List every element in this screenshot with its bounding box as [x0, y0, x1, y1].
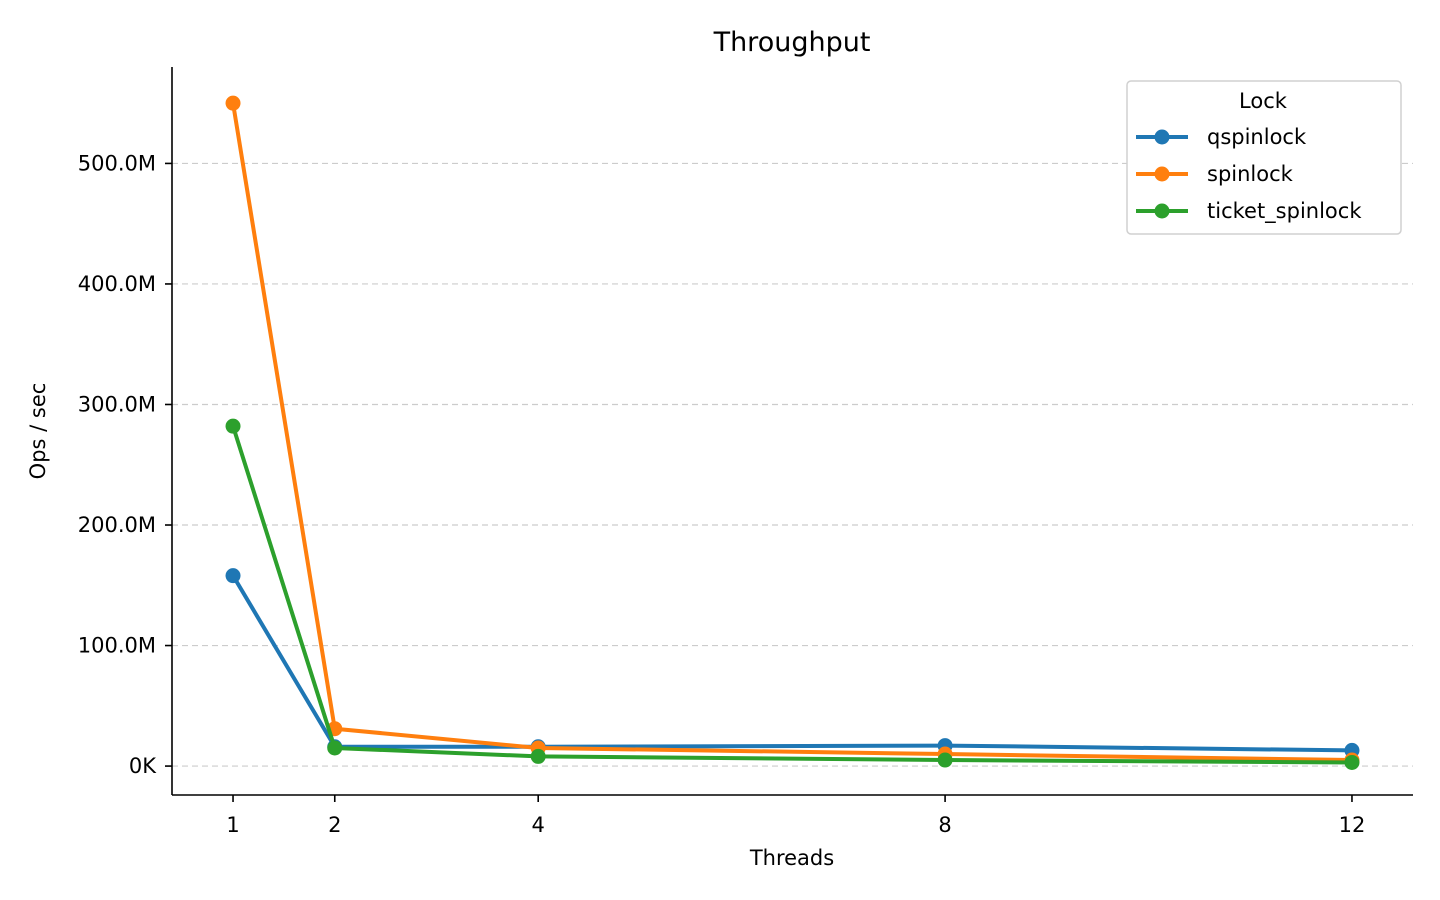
series-line-ticket_spinlock	[231, 425, 1352, 765]
legend-item-ticket_spinlock: ticket_spinlock	[1136, 199, 1362, 224]
data-point-ticket_spinlock	[1344, 754, 1360, 770]
y-tick-label: 100.0M	[78, 634, 156, 658]
legend-label: spinlock	[1207, 162, 1294, 186]
x-tick-label: 1	[226, 813, 239, 837]
series-lines	[225, 95, 1360, 770]
y-axis-ticks: 0K 100.0M 200.0M 300.0M 400.0M 500.0M	[78, 151, 172, 778]
legend-items: qspinlock spinlock ticket_spinlock	[1136, 125, 1362, 224]
y-tick-label: 300.0M	[78, 392, 156, 416]
data-point-qspinlock	[225, 568, 241, 584]
x-axis-ticks: 1 2 4 8 12	[226, 795, 1365, 837]
series-qspinlock	[225, 568, 1360, 758]
data-point-ticket_spinlock	[225, 418, 241, 434]
chart-title: Throughput	[713, 27, 871, 58]
legend-label: qspinlock	[1207, 125, 1307, 149]
legend-label: ticket_spinlock	[1207, 199, 1362, 224]
legend-title: Lock	[1239, 89, 1288, 113]
legend-item-spinlock: spinlock	[1136, 162, 1294, 186]
y-tick-label: 200.0M	[78, 513, 156, 537]
legend-swatch-marker	[1154, 166, 1170, 182]
x-tick-label: 8	[938, 813, 951, 837]
y-tick-label: 500.0M	[78, 151, 156, 175]
legend: Lock qspinlock spinlock ticket_spinlock	[1126, 80, 1402, 235]
data-point-spinlock	[225, 95, 241, 111]
x-tick-label: 4	[532, 813, 545, 837]
y-tick-label: 400.0M	[78, 272, 156, 296]
data-point-ticket_spinlock	[327, 740, 343, 756]
axes-spines	[171, 67, 1413, 796]
legend-swatch-marker	[1154, 129, 1170, 145]
legend-frame	[1126, 80, 1402, 235]
legend-item-qspinlock: qspinlock	[1136, 125, 1307, 149]
series-ticket_spinlock	[225, 418, 1360, 770]
data-point-ticket_spinlock	[937, 752, 953, 768]
y-tick-label: 0K	[129, 754, 157, 778]
y-axis-label: Ops / sec	[26, 383, 50, 480]
x-tick-label: 2	[328, 813, 341, 837]
data-point-ticket_spinlock	[530, 748, 546, 764]
legend-swatch-marker	[1154, 203, 1170, 219]
series-line-qspinlock	[231, 574, 1352, 753]
x-axis-label: Threads	[749, 846, 834, 870]
x-tick-label: 12	[1339, 813, 1366, 837]
grid-lines	[172, 162, 1413, 767]
